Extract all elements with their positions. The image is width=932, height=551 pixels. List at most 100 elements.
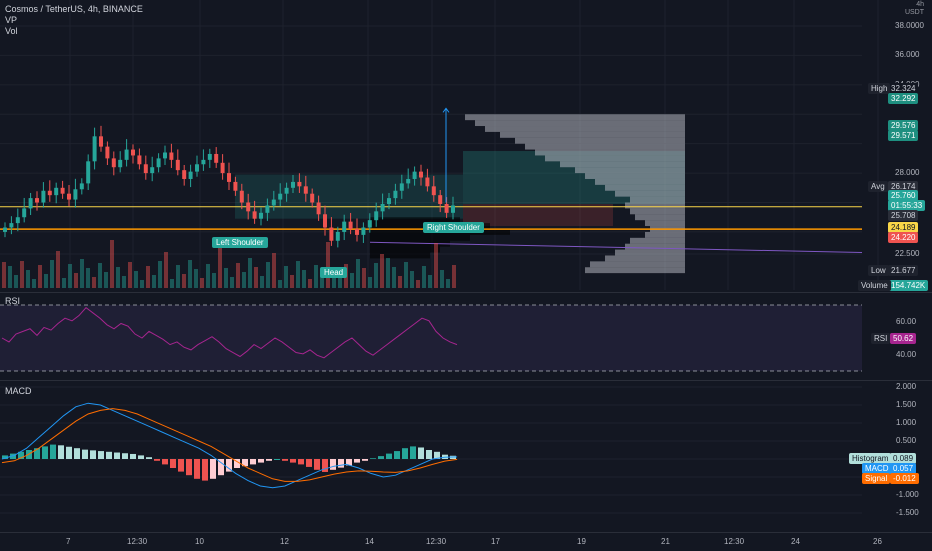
- volume-bar: [368, 277, 372, 288]
- time-axis[interactable]: 7 12:30 10 12 14 12:30 17 19 21 12:30 24 26: [0, 532, 932, 551]
- target-arrow-head: [442, 107, 450, 113]
- macd-histogram-bar: [130, 453, 136, 459]
- macd-pane[interactable]: MACD 2.0001.5001.0000.500-0.500-1.000-1.…: [0, 380, 932, 531]
- candle-body: [444, 203, 449, 213]
- volume-bar: [302, 270, 306, 288]
- volume-bar: [62, 278, 66, 288]
- volume-profile-bar: [630, 196, 685, 203]
- volume-bar: [116, 267, 120, 288]
- volume-bar: [416, 280, 420, 288]
- candle-body: [380, 203, 385, 212]
- vol-indicator-label[interactable]: Vol: [5, 26, 18, 36]
- volume-bar: [188, 260, 192, 288]
- macd-histogram-bar: [106, 451, 112, 459]
- candle-body: [105, 146, 110, 159]
- volume-profile-bar: [615, 190, 685, 197]
- volume-bar: [152, 275, 156, 288]
- macd-histogram-bar: [426, 450, 432, 459]
- time-label: 19: [577, 537, 586, 546]
- vp-indicator-label[interactable]: VP: [5, 15, 18, 25]
- candle-body: [278, 193, 283, 200]
- price-tick: 22.500: [895, 249, 920, 258]
- chart-legend: Cosmos / TetherUS, 4h, BINANCE VP Vol: [5, 4, 143, 37]
- macd-line: [1, 402, 458, 489]
- macd-histogram-bar: [322, 459, 328, 472]
- candle-body: [246, 202, 251, 212]
- rsi-band: [0, 305, 862, 371]
- macd-histogram-bar: [266, 459, 272, 461]
- candle-body: [137, 155, 142, 165]
- macd-tick: 1.500: [896, 400, 917, 409]
- macd-histogram-bar: [138, 455, 144, 459]
- macd-tag-value: 0.057: [890, 463, 917, 474]
- macd-histogram-bar: [410, 446, 416, 459]
- macd-histogram-bar: [146, 457, 152, 459]
- candle-body: [73, 189, 78, 200]
- price-tag-value: 21.677: [888, 265, 919, 276]
- price-tag-value: 29.576: [888, 120, 919, 131]
- time-label: 14: [365, 537, 374, 546]
- candle-body: [124, 149, 129, 160]
- volume-bar: [254, 267, 258, 288]
- candle-body: [150, 167, 155, 174]
- volume-bar: [290, 275, 294, 288]
- right-shoulder-label: Right Shoulder: [423, 222, 484, 233]
- macd-chart[interactable]: [0, 381, 932, 531]
- macd-legend[interactable]: MACD: [5, 386, 32, 396]
- symbol-title[interactable]: Cosmos / TetherUS, 4h, BINANCE: [5, 4, 143, 14]
- volume-profile-bar: [645, 220, 685, 227]
- candle-body: [163, 152, 167, 159]
- volume-bar: [428, 275, 432, 288]
- volume-profile-bar: [575, 167, 685, 174]
- time-label: 21: [661, 537, 670, 546]
- volume-bar: [362, 268, 366, 288]
- macd-histogram-bar: [66, 446, 72, 459]
- volume-bar: [272, 253, 276, 288]
- volume-bar: [434, 243, 438, 288]
- volume-profile-left: [370, 252, 430, 259]
- price-pane[interactable]: Cosmos / TetherUS, 4h, BINANCE VP Vol 4h…: [0, 0, 932, 291]
- volume-bar: [446, 279, 450, 288]
- price-tag-value: 154.742K: [888, 280, 929, 291]
- price-tick: 38.0000: [895, 21, 924, 30]
- candle-body: [239, 190, 244, 203]
- volume-bar: [314, 265, 318, 288]
- volume-bar: [86, 268, 90, 288]
- candle-body: [451, 205, 455, 213]
- rsi-pane[interactable]: RSI 60.00 40.00 RSI 50.62: [0, 292, 932, 379]
- candle-body: [361, 227, 366, 235]
- candle-body: [169, 152, 174, 160]
- rsi-tag-name: RSI: [871, 333, 891, 344]
- rsi-chart[interactable]: [0, 293, 932, 379]
- volume-bar: [170, 279, 174, 288]
- countdown-tag: 01:55:33: [888, 200, 926, 211]
- volume-bar: [332, 269, 336, 288]
- currency-label: 4h USDT: [904, 1, 924, 16]
- rsi-legend[interactable]: RSI: [5, 296, 21, 306]
- volume-bar: [392, 267, 396, 288]
- volume-bar: [134, 271, 138, 288]
- stop-zone: [463, 203, 613, 227]
- macd-tick: 1.000: [896, 418, 917, 427]
- volume-bar: [308, 279, 312, 288]
- volume-bar: [92, 277, 96, 288]
- price-tag-value: 25.708: [888, 210, 919, 221]
- volume-profile-bar: [475, 120, 685, 127]
- volume-bar: [410, 271, 414, 288]
- price-chart[interactable]: [0, 0, 932, 290]
- candle-body: [348, 221, 353, 229]
- macd-histogram-bar: [98, 451, 104, 459]
- candle-body: [259, 212, 263, 219]
- volume-profile-bar: [630, 237, 685, 244]
- volume-profile-bar: [590, 261, 685, 268]
- volume-profile-bar: [560, 161, 685, 168]
- macd-histogram-bar: [298, 459, 304, 465]
- volume-bar: [20, 261, 24, 288]
- macd-histogram-bar: [282, 459, 288, 461]
- time-label: 12:30: [426, 537, 447, 546]
- macd-histogram-bar: [434, 451, 440, 459]
- candle-body: [419, 171, 423, 178]
- macd-tick: -1.000: [896, 490, 919, 499]
- candle-body: [355, 228, 359, 235]
- volume-bar: [212, 273, 216, 288]
